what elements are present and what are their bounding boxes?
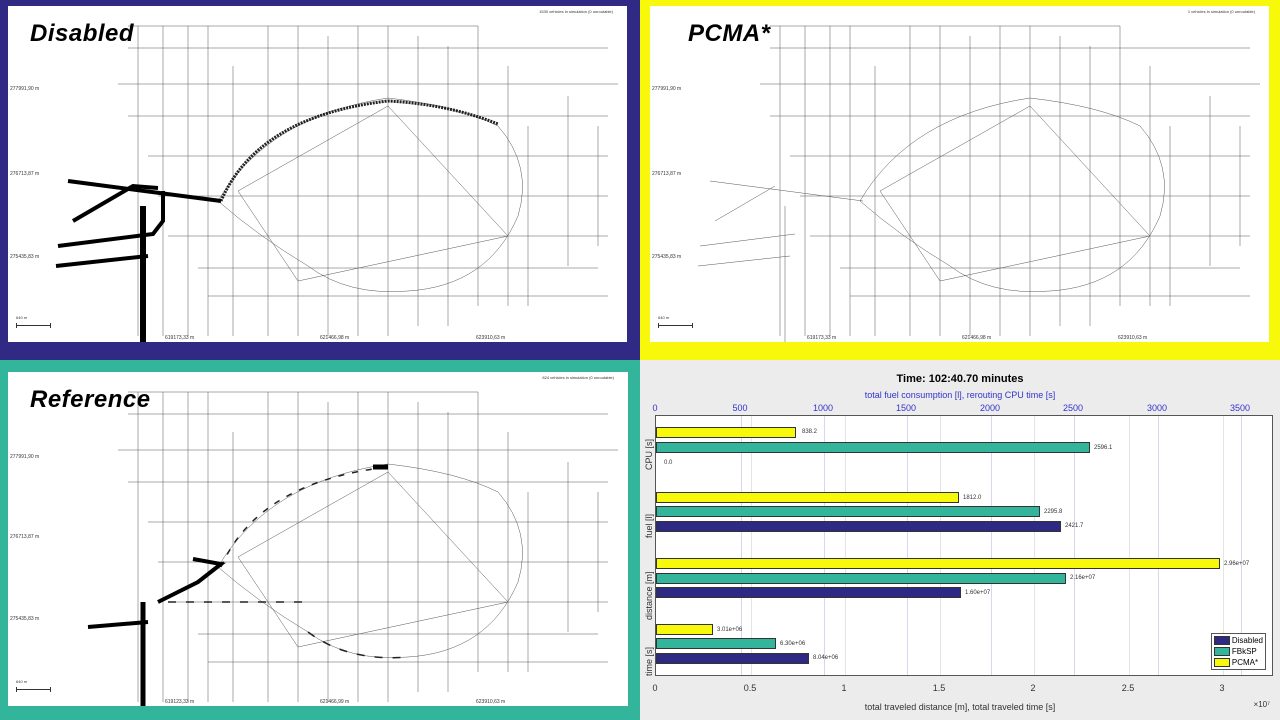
chart-legend: Disabled FBkSP PCMA*: [1210, 633, 1266, 670]
scale-label: 640 m: [16, 679, 28, 684]
bar-label: 3.01e+06: [717, 627, 743, 633]
bar-distance-disabled: [656, 587, 961, 598]
bottom-tick: 0.5: [743, 683, 757, 693]
bar-fuel-pcma: [656, 492, 959, 503]
bar-label: 2.96e+07: [1224, 561, 1250, 567]
pcma-map[interactable]: PCMA* 1 vehicles in simulation (0 unrout…: [650, 6, 1269, 342]
top-tick: 1500: [895, 403, 917, 413]
bottom-tick: 0: [652, 683, 658, 693]
x-coord: 619173,33 m: [807, 335, 837, 341]
top-tick: 2500: [1062, 403, 1084, 413]
y-label-cpu: CPU [s]: [644, 438, 654, 470]
bar-label: 2596.1: [1094, 445, 1113, 451]
top-tick: 3500: [1229, 403, 1251, 413]
bar-label: 0.0: [664, 460, 673, 466]
scale-bar: 640 m: [16, 315, 51, 328]
reference-map[interactable]: Reference 824 vehicles in simulation (0 …: [8, 372, 628, 706]
map-title: Reference: [30, 386, 151, 413]
y-coord: 276713,87 m: [10, 534, 40, 540]
bottom-tick: 1.5: [932, 683, 946, 693]
scale-bar: 640 m: [658, 315, 693, 328]
bar-chart-plot: 838.2 2596.1 0.0 1812.0 2295.8 2421.7 2.…: [655, 415, 1273, 676]
top-tick: 3000: [1146, 403, 1168, 413]
chart-quadrant: Time: 102:40.70 minutes total fuel consu…: [640, 360, 1280, 720]
bar-label: 2.16e+07: [1070, 575, 1096, 581]
top-axis-label: total fuel consumption [l], rerouting CP…: [864, 390, 1056, 400]
legend-item-fbksp: FBkSP: [1213, 646, 1263, 657]
road-network: [697, 25, 1260, 342]
axis-exponent: ×10⁷: [1253, 700, 1270, 709]
map-title: Disabled: [30, 20, 135, 47]
bar-cpu-pcma: [656, 427, 796, 438]
y-coord: 276713,87 m: [652, 171, 682, 177]
x-coord: 619173,33 m: [165, 335, 195, 341]
bar-label: 838.2: [802, 429, 818, 435]
bottom-tick: 1: [841, 683, 847, 693]
bar-time-fbksp: [656, 638, 776, 649]
x-coord: 623910,63 m: [476, 699, 506, 705]
scale-label: 640 m: [16, 315, 28, 320]
x-coord: 621466,98 m: [962, 335, 992, 341]
scale-bar: 640 m: [16, 679, 51, 692]
bar-cpu-fbksp: [656, 442, 1090, 453]
bar-fuel-fbksp: [656, 506, 1040, 517]
bar-fuel-disabled: [656, 521, 1061, 532]
y-coord: 277991,90 m: [10, 454, 40, 460]
simulation-status: 824 vehicles in simulation (0 unroutable…: [542, 375, 614, 380]
y-label-distance: distance [m]: [644, 571, 654, 620]
y-coord: 275435,83 m: [652, 254, 682, 260]
disabled-map[interactable]: Disabled 1530 vehicles in simulation (0 …: [8, 6, 627, 342]
bottom-tick: 2.5: [1121, 683, 1135, 693]
x-coord: 621466,99 m: [320, 699, 350, 705]
chart-title: Time: 102:40.70 minutes: [896, 373, 1024, 385]
y-coord: 275435,83 m: [10, 254, 40, 260]
y-label-fuel: fuel [l]: [644, 513, 654, 538]
bar-label: 6.30e+06: [780, 641, 806, 647]
x-coord: 619123,33 m: [165, 699, 195, 705]
bar-label: 8.04e+06: [813, 655, 839, 661]
top-tick: 500: [732, 403, 748, 413]
reference-quadrant: Reference 824 vehicles in simulation (0 …: [0, 360, 640, 720]
top-tick: 1000: [812, 403, 834, 413]
road-network: [55, 25, 618, 342]
x-coord: 623910,63 m: [1118, 335, 1148, 341]
map-title: PCMA*: [688, 20, 771, 47]
y-coord: 277991,90 m: [652, 86, 682, 92]
bar-time-pcma: [656, 624, 713, 635]
bar-distance-pcma: [656, 558, 1220, 569]
bottom-tick: 3: [1219, 683, 1225, 693]
x-coord: 623910,63 m: [476, 335, 506, 341]
road-network: [87, 391, 618, 706]
top-tick: 2000: [979, 403, 1001, 413]
simulation-status: 1 vehicles in simulation (0 unroutable): [1187, 9, 1255, 14]
bottom-tick: 2: [1030, 683, 1036, 693]
legend-item-disabled: Disabled: [1213, 635, 1263, 646]
top-tick: 0: [652, 403, 658, 413]
y-coord: 276713,87 m: [10, 171, 40, 177]
legend-item-pcma: PCMA*: [1213, 657, 1263, 668]
simulation-status: 1530 vehicles in simulation (0 unroutabl…: [539, 9, 613, 14]
scale-label: 640 m: [658, 315, 670, 320]
bar-label: 2421.7: [1065, 523, 1084, 529]
bar-label: 1.60e+07: [965, 590, 991, 596]
x-coord: 621466,98 m: [320, 335, 350, 341]
y-coord: 275435,83 m: [10, 616, 40, 622]
bottom-axis-label: total traveled distance [m], total trave…: [864, 702, 1056, 712]
bar-time-disabled: [656, 653, 809, 664]
bar-label: 2295.8: [1044, 509, 1063, 515]
bar-distance-fbksp: [656, 573, 1066, 584]
y-label-time: time [s]: [644, 646, 654, 676]
bar-label: 1812.0: [963, 495, 982, 501]
y-coord: 277991,90 m: [10, 86, 40, 92]
disabled-quadrant: Disabled 1530 vehicles in simulation (0 …: [0, 0, 640, 360]
pcma-quadrant: PCMA* 1 vehicles in simulation (0 unrout…: [640, 0, 1280, 360]
